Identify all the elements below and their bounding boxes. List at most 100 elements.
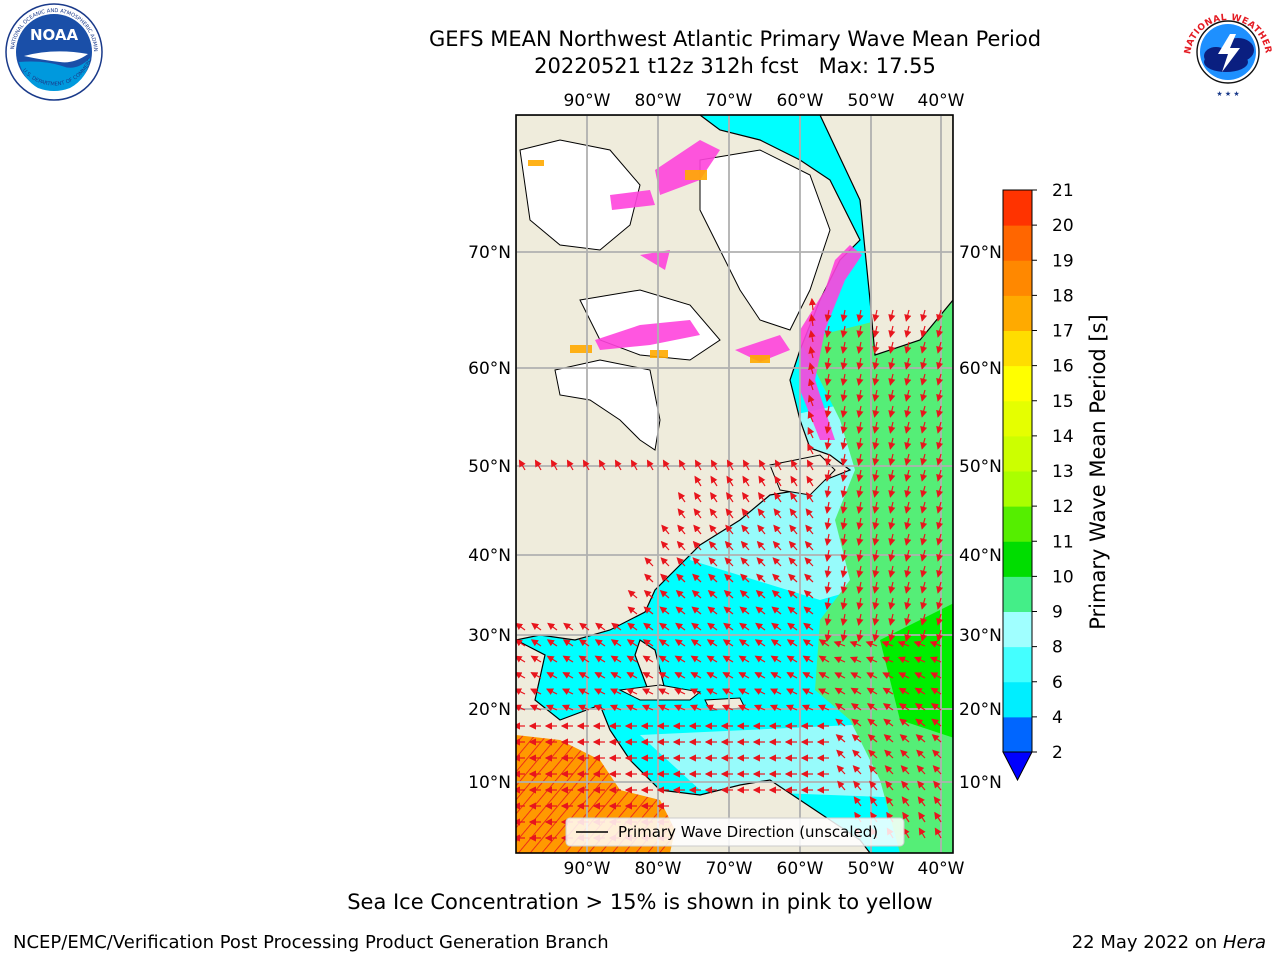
wave-direction-arrow <box>692 540 702 551</box>
wave-direction-arrow <box>824 325 832 338</box>
wave-direction-arrow <box>627 590 638 599</box>
wave-direction-arrow <box>913 640 926 648</box>
wave-direction-arrow <box>936 421 944 434</box>
wave-direction-arrow <box>856 309 864 322</box>
wave-direction-arrow <box>657 704 670 712</box>
wave-direction-arrow <box>771 590 782 599</box>
wave-direction-arrow <box>856 341 864 354</box>
wave-direction-arrow <box>882 672 894 679</box>
wave-direction-arrow <box>786 639 798 647</box>
wave-direction-arrow <box>917 796 926 807</box>
wave-direction-arrow <box>771 622 782 631</box>
wave-direction-arrow <box>936 453 944 466</box>
wave-direction-arrow <box>808 346 816 359</box>
wave-direction-arrow <box>658 688 670 695</box>
wave-direction-arrow <box>641 704 654 712</box>
wave-direction-arrow <box>658 672 670 679</box>
wave-direction-arrow <box>806 459 814 471</box>
wave-direction-arrow <box>824 437 832 450</box>
wave-direction-arrow <box>904 421 912 434</box>
wave-direction-arrow <box>804 540 814 551</box>
wave-direction-arrow <box>755 606 766 615</box>
wave-direction-arrow <box>770 655 782 663</box>
wave-direction-arrow <box>644 557 654 567</box>
colorbar-segment <box>1003 611 1032 648</box>
wave-direction-arrow <box>916 749 926 759</box>
wave-direction-arrow <box>888 469 896 482</box>
wave-direction-arrow <box>936 405 944 418</box>
wave-direction-arrow <box>888 501 896 514</box>
wave-direction-arrow <box>888 437 896 450</box>
wave-direction-arrow <box>722 655 734 663</box>
wave-direction-arrow <box>904 357 912 370</box>
wave-direction-arrow <box>593 704 606 712</box>
wave-direction-arrow <box>742 492 750 503</box>
wave-direction-arrow <box>577 704 590 712</box>
wave-direction-arrow <box>856 405 864 418</box>
wave-direction-arrow <box>929 656 942 664</box>
wave-direction-arrow <box>530 688 542 695</box>
wave-direction-arrow <box>710 492 718 503</box>
nws-logo: NATIONAL WEATHER SERVICE ★ ★ ★ <box>1178 2 1276 100</box>
wave-direction-arrow <box>904 405 912 418</box>
wave-direction-arrow <box>708 573 718 583</box>
wave-direction-arrow <box>742 459 750 471</box>
wave-direction-arrow <box>772 573 782 583</box>
wave-direction-arrow <box>888 373 896 386</box>
wave-direction-arrow <box>770 672 782 679</box>
wave-direction-arrow <box>872 373 880 386</box>
lat-label: 10°N <box>468 773 511 793</box>
wave-direction-arrow <box>904 341 912 354</box>
wave-direction-arrow <box>885 780 894 791</box>
lon-label: 90°W <box>564 91 611 111</box>
wave-direction-arrow <box>856 357 864 370</box>
wave-direction-arrow <box>904 501 912 514</box>
wave-direction-arrow <box>936 629 944 642</box>
wave-direction-arrow <box>754 688 766 695</box>
wave-direction-arrow <box>806 475 814 487</box>
wave-direction-arrow <box>888 341 896 354</box>
wave-direction-arrow <box>882 703 894 711</box>
wave-direction-arrow <box>840 453 848 466</box>
lon-label: 80°W <box>635 91 682 111</box>
wave-direction-arrow <box>872 309 880 322</box>
wave-direction-arrow <box>642 688 654 695</box>
wave-direction-arrow <box>868 749 878 759</box>
wave-direction-arrow <box>788 573 798 583</box>
wave-direction-arrow <box>630 459 638 471</box>
wave-direction-arrow <box>824 341 832 354</box>
colorbar-tick-label: 19 <box>1052 251 1074 271</box>
map-legend: Primary Wave Direction (unscaled) <box>565 817 905 847</box>
wave-direction-arrow <box>885 796 894 807</box>
wave-direction-arrow <box>840 309 848 322</box>
wave-direction-arrow <box>692 557 702 567</box>
footer-host: Hera <box>1222 932 1266 953</box>
colorbar-tick-label: 6 <box>1052 673 1063 693</box>
wave-direction-arrow <box>610 688 622 695</box>
wave-direction-arrow <box>851 734 862 743</box>
wave-direction-arrow <box>888 613 896 626</box>
colorbar-segment <box>1003 646 1032 683</box>
colorbar-tick-label: 13 <box>1052 462 1074 482</box>
lat-label: 20°N <box>959 700 1002 720</box>
wave-direction-arrow <box>856 469 864 482</box>
wave-direction-arrow <box>726 475 734 487</box>
wave-direction-arrow <box>691 606 702 615</box>
wave-direction-arrows <box>516 297 944 842</box>
wave-direction-arrow <box>824 581 832 594</box>
wave-direction-arrow <box>856 437 864 450</box>
wave-direction-arrow <box>578 672 590 679</box>
wave-direction-arrow <box>824 421 832 434</box>
wave-direction-arrow <box>824 549 832 562</box>
colorbar-tick-label: 2 <box>1052 743 1063 763</box>
wave-direction-arrow <box>676 573 686 583</box>
wave-direction-arrow <box>929 640 942 648</box>
wave-direction-arrow <box>904 549 912 562</box>
wave-direction-arrow <box>676 557 686 567</box>
footer-branch: NCEP/EMC/Verification Post Processing Pr… <box>13 932 609 953</box>
colorbar-segment <box>1003 330 1032 367</box>
wave-direction-arrow <box>789 524 798 535</box>
wave-direction-arrow <box>678 459 686 471</box>
wave-direction-arrow <box>883 718 894 727</box>
wave-direction-arrow <box>772 540 782 551</box>
